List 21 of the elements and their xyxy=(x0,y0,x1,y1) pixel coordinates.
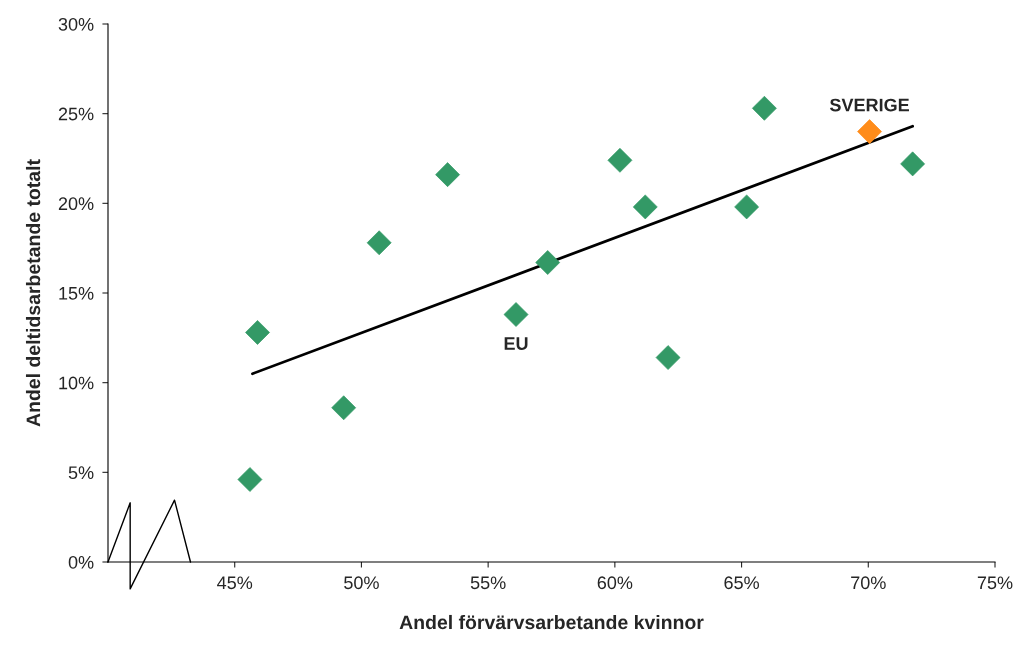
x-tick-label: 60% xyxy=(597,576,633,590)
x-tick-label: 70% xyxy=(851,576,886,590)
x-tick-label: 50% xyxy=(344,576,379,590)
y-tick-label: 20% xyxy=(58,197,94,211)
y-tick-label: 10% xyxy=(59,376,94,390)
x-tick-label: 65% xyxy=(724,576,759,590)
y-tick-label: 0% xyxy=(68,555,94,569)
x-tick-label: 75% xyxy=(977,576,1013,590)
annotation: SVERIGE xyxy=(829,98,909,112)
y-axis-title: Andel deltidsarbetande totalt xyxy=(25,159,41,427)
x-tick-label: 45% xyxy=(217,576,253,590)
y-tick-label: 5% xyxy=(68,466,94,480)
y-tick-label: 25% xyxy=(58,107,94,121)
annotation: EU xyxy=(504,337,528,350)
point xyxy=(655,345,681,370)
point xyxy=(632,194,658,220)
x-axis-title: Andel förvärvsarbetande kvinnor xyxy=(399,614,704,630)
point xyxy=(734,194,760,220)
y-tick-label: 30% xyxy=(58,17,94,31)
y-tick-label: 15% xyxy=(59,287,94,300)
x-tick-label: 55% xyxy=(470,576,506,590)
